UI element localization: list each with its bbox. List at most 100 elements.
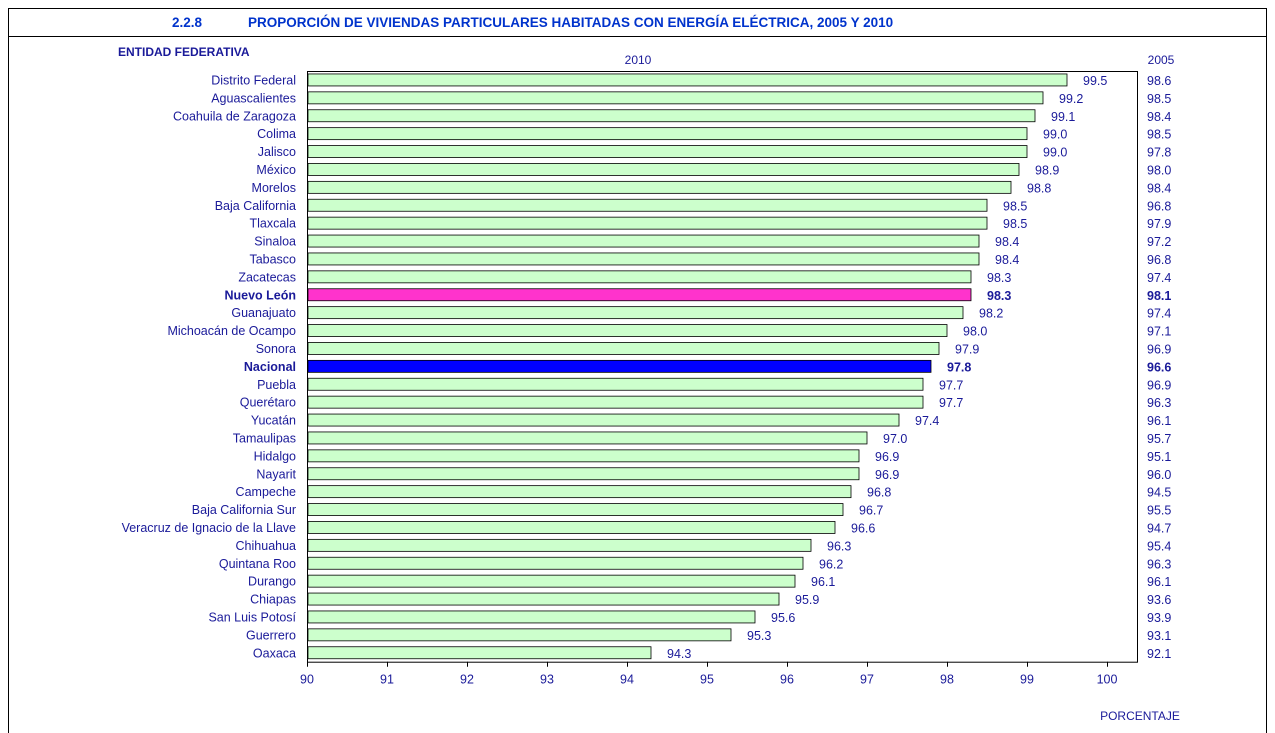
data-label-2005: 97.9 (1147, 217, 1171, 231)
bar-2010 (307, 342, 940, 355)
data-label-2005: 97.8 (1147, 146, 1171, 160)
data-label-2005: 95.1 (1147, 450, 1171, 464)
x-tick-label: 99 (1020, 673, 1034, 687)
data-label-2010: 99.0 (1043, 128, 1067, 142)
category-label: Aguascalientes (211, 91, 296, 105)
category-label: Guerrero (246, 628, 296, 642)
bar-2010 (307, 145, 1028, 158)
bar-2010 (307, 127, 1028, 141)
year-2005-header: 2005 (1148, 53, 1175, 67)
category-label: Durango (248, 575, 296, 589)
x-tick-label: 97 (860, 673, 874, 687)
category-label: México (256, 163, 296, 177)
bar-2010 (307, 449, 860, 463)
data-label-2005: 96.1 (1147, 414, 1171, 428)
category-label: Nuevo León (224, 288, 296, 302)
bar-2010 (307, 252, 980, 266)
bar-2010 (307, 485, 852, 499)
bar-2010 (307, 359, 932, 373)
data-label-2005: 98.4 (1147, 110, 1171, 124)
category-label: Sonora (256, 342, 296, 356)
data-label-2005: 96.6 (1147, 360, 1171, 374)
data-label-2010: 94.3 (667, 647, 691, 661)
bar-2010 (307, 610, 756, 624)
data-label-2005: 92.1 (1147, 647, 1171, 661)
x-tick-label: 92 (460, 673, 474, 687)
data-label-2010: 98.5 (1003, 217, 1027, 231)
data-label-2005: 98.5 (1147, 128, 1171, 142)
bar-2010 (307, 109, 1036, 123)
data-label-2005: 96.1 (1147, 575, 1171, 589)
category-label: Hidalgo (254, 449, 296, 463)
data-label-2010: 96.7 (859, 504, 883, 518)
data-label-2005: 96.8 (1147, 199, 1171, 213)
data-label-2005: 93.6 (1147, 593, 1171, 607)
data-label-2010: 96.8 (867, 486, 891, 500)
bar-2010 (307, 270, 972, 284)
category-label: Chiapas (250, 593, 296, 607)
data-label-2005: 95.4 (1147, 539, 1171, 553)
x-tick-label: 100 (1097, 673, 1118, 687)
data-label-2005: 96.0 (1147, 468, 1171, 482)
page-title: PROPORCIÓN DE VIVIENDAS PARTICULARES HAB… (248, 15, 893, 30)
data-label-2005: 98.4 (1147, 181, 1171, 195)
data-label-2010: 98.8 (1027, 181, 1051, 195)
data-label-2005: 97.2 (1147, 235, 1171, 249)
data-label-2010: 95.9 (795, 593, 819, 607)
category-label: Oaxaca (253, 646, 296, 660)
category-label: Veracruz de Ignacio de la Llave (122, 521, 296, 535)
x-tick-label: 94 (620, 673, 634, 687)
x-tick-label: 90 (300, 673, 314, 687)
category-label: Sinaloa (254, 235, 296, 249)
bar-2010 (307, 234, 980, 248)
category-label: Michoacán de Ocampo (167, 324, 296, 338)
bar-2010 (307, 431, 868, 445)
data-label-2010: 98.4 (995, 253, 1019, 267)
bar-2010 (307, 395, 924, 409)
category-label: Morelos (252, 181, 296, 195)
bar-2010 (307, 91, 1044, 105)
data-label-2010: 99.1 (1051, 110, 1075, 124)
data-label-2010: 97.9 (955, 342, 979, 356)
bar-2010 (307, 503, 844, 516)
bar-2010 (307, 413, 900, 427)
data-label-2010: 98.5 (1003, 199, 1027, 213)
bar-2010 (307, 592, 780, 606)
bar-2010 (307, 324, 948, 337)
category-label: Yucatán (251, 414, 296, 428)
data-label-2010: 96.1 (811, 575, 835, 589)
data-label-2005: 93.1 (1147, 629, 1171, 643)
category-label: San Luis Potosí (208, 610, 296, 624)
data-label-2005: 95.5 (1147, 504, 1171, 518)
data-label-2005: 97.4 (1147, 271, 1171, 285)
category-label: Querétaro (240, 396, 296, 410)
category-label: Quintana Roo (219, 557, 296, 571)
data-label-2010: 99.2 (1059, 92, 1083, 106)
data-label-2010: 98.3 (987, 271, 1011, 285)
data-label-2010: 98.2 (979, 307, 1003, 321)
data-label-2005: 94.7 (1147, 521, 1171, 535)
category-label: Colima (257, 127, 296, 141)
bar-2010 (307, 556, 804, 570)
x-tick-label: 93 (540, 673, 554, 687)
x-tick-label: 91 (380, 673, 394, 687)
data-label-2010: 96.9 (875, 468, 899, 482)
category-label: Coahuila de Zaragoza (173, 109, 296, 123)
data-label-2010: 97.0 (883, 432, 907, 446)
bar-2010 (307, 198, 988, 212)
data-label-2005: 96.8 (1147, 253, 1171, 267)
data-label-2010: 99.5 (1083, 74, 1107, 88)
data-label-2005: 96.3 (1147, 557, 1171, 571)
bar-2010 (307, 646, 652, 660)
data-label-2005: 96.9 (1147, 342, 1171, 356)
section-number: 2.2.8 (172, 15, 203, 30)
x-tick-label: 96 (780, 673, 794, 687)
data-label-2010: 98.4 (995, 235, 1019, 249)
category-label: Tabasco (249, 252, 296, 266)
data-label-2010: 96.9 (875, 450, 899, 464)
x-tick-label: 95 (700, 673, 714, 687)
bar-2010 (307, 163, 1020, 176)
category-label: Zacatecas (238, 270, 296, 284)
data-label-2005: 98.0 (1147, 163, 1171, 177)
